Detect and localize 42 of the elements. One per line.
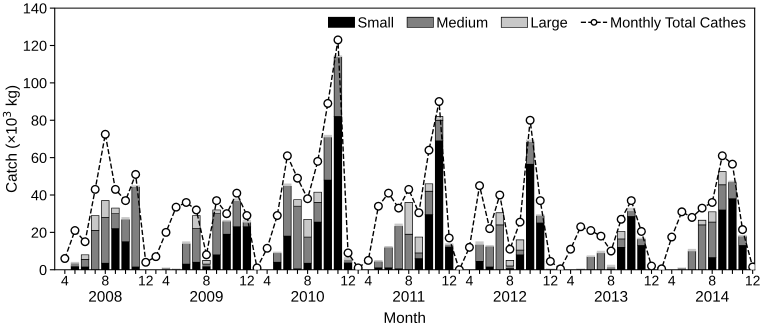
x-tick-label: 12 [746, 276, 760, 286]
x-tick-label: 8 [203, 276, 210, 286]
x-tick-label: 8 [405, 276, 412, 286]
x-tick-label: 8 [304, 276, 311, 286]
y-tick-label: 60 [32, 152, 47, 164]
x-tick-label: 4 [466, 276, 473, 286]
x-tick-label: 8 [506, 276, 514, 286]
y-tick-label: 140 [24, 3, 47, 14]
legend-label: Large [532, 17, 568, 30]
text: 2011 [393, 290, 424, 302]
x-tick-label: 4 [668, 276, 676, 286]
legend-label: Monthly Total Cathes [611, 16, 746, 30]
x-tick-label: 8 [708, 276, 716, 286]
legend-label: Small [358, 16, 394, 28]
x-tick-label: 8 [102, 276, 109, 286]
x-tick-label: 4 [567, 276, 574, 286]
x-axis-title: Month [384, 312, 425, 324]
x-tick-label: 4 [162, 276, 170, 286]
text: 2012 [494, 290, 526, 302]
y-tick-label: 120 [24, 40, 47, 51]
y-tick-label: 0 [40, 264, 47, 276]
y-tick-label: 100 [24, 78, 47, 88]
text: 2010 [291, 290, 324, 302]
y-axis-title: Catch (×10$^{3}$ kg) [2, 86, 20, 192]
x-tick-label: 12 [240, 276, 254, 286]
x-tick-label: 12 [644, 276, 659, 286]
x-tick-label: 8 [608, 276, 614, 286]
text: 2009 [190, 290, 223, 302]
y-tick-label: 20 [32, 227, 47, 238]
x-tick-label: 12 [442, 276, 456, 286]
x-tick-label: 4 [61, 276, 68, 286]
legend-label: Medium [437, 16, 488, 28]
text: 2013 [594, 290, 628, 302]
x-tick-label: 12 [139, 276, 153, 286]
x-tick-label: 12 [341, 276, 356, 286]
x-tick-label: 4 [264, 276, 271, 286]
x-tick-label: 4 [364, 276, 372, 286]
x-tick-label: 12 [544, 276, 558, 286]
y-tick-label: 80 [31, 115, 47, 126]
y-tick-label: 40 [31, 190, 47, 200]
text: 2008 [89, 290, 122, 302]
text: 2014 [696, 290, 729, 302]
